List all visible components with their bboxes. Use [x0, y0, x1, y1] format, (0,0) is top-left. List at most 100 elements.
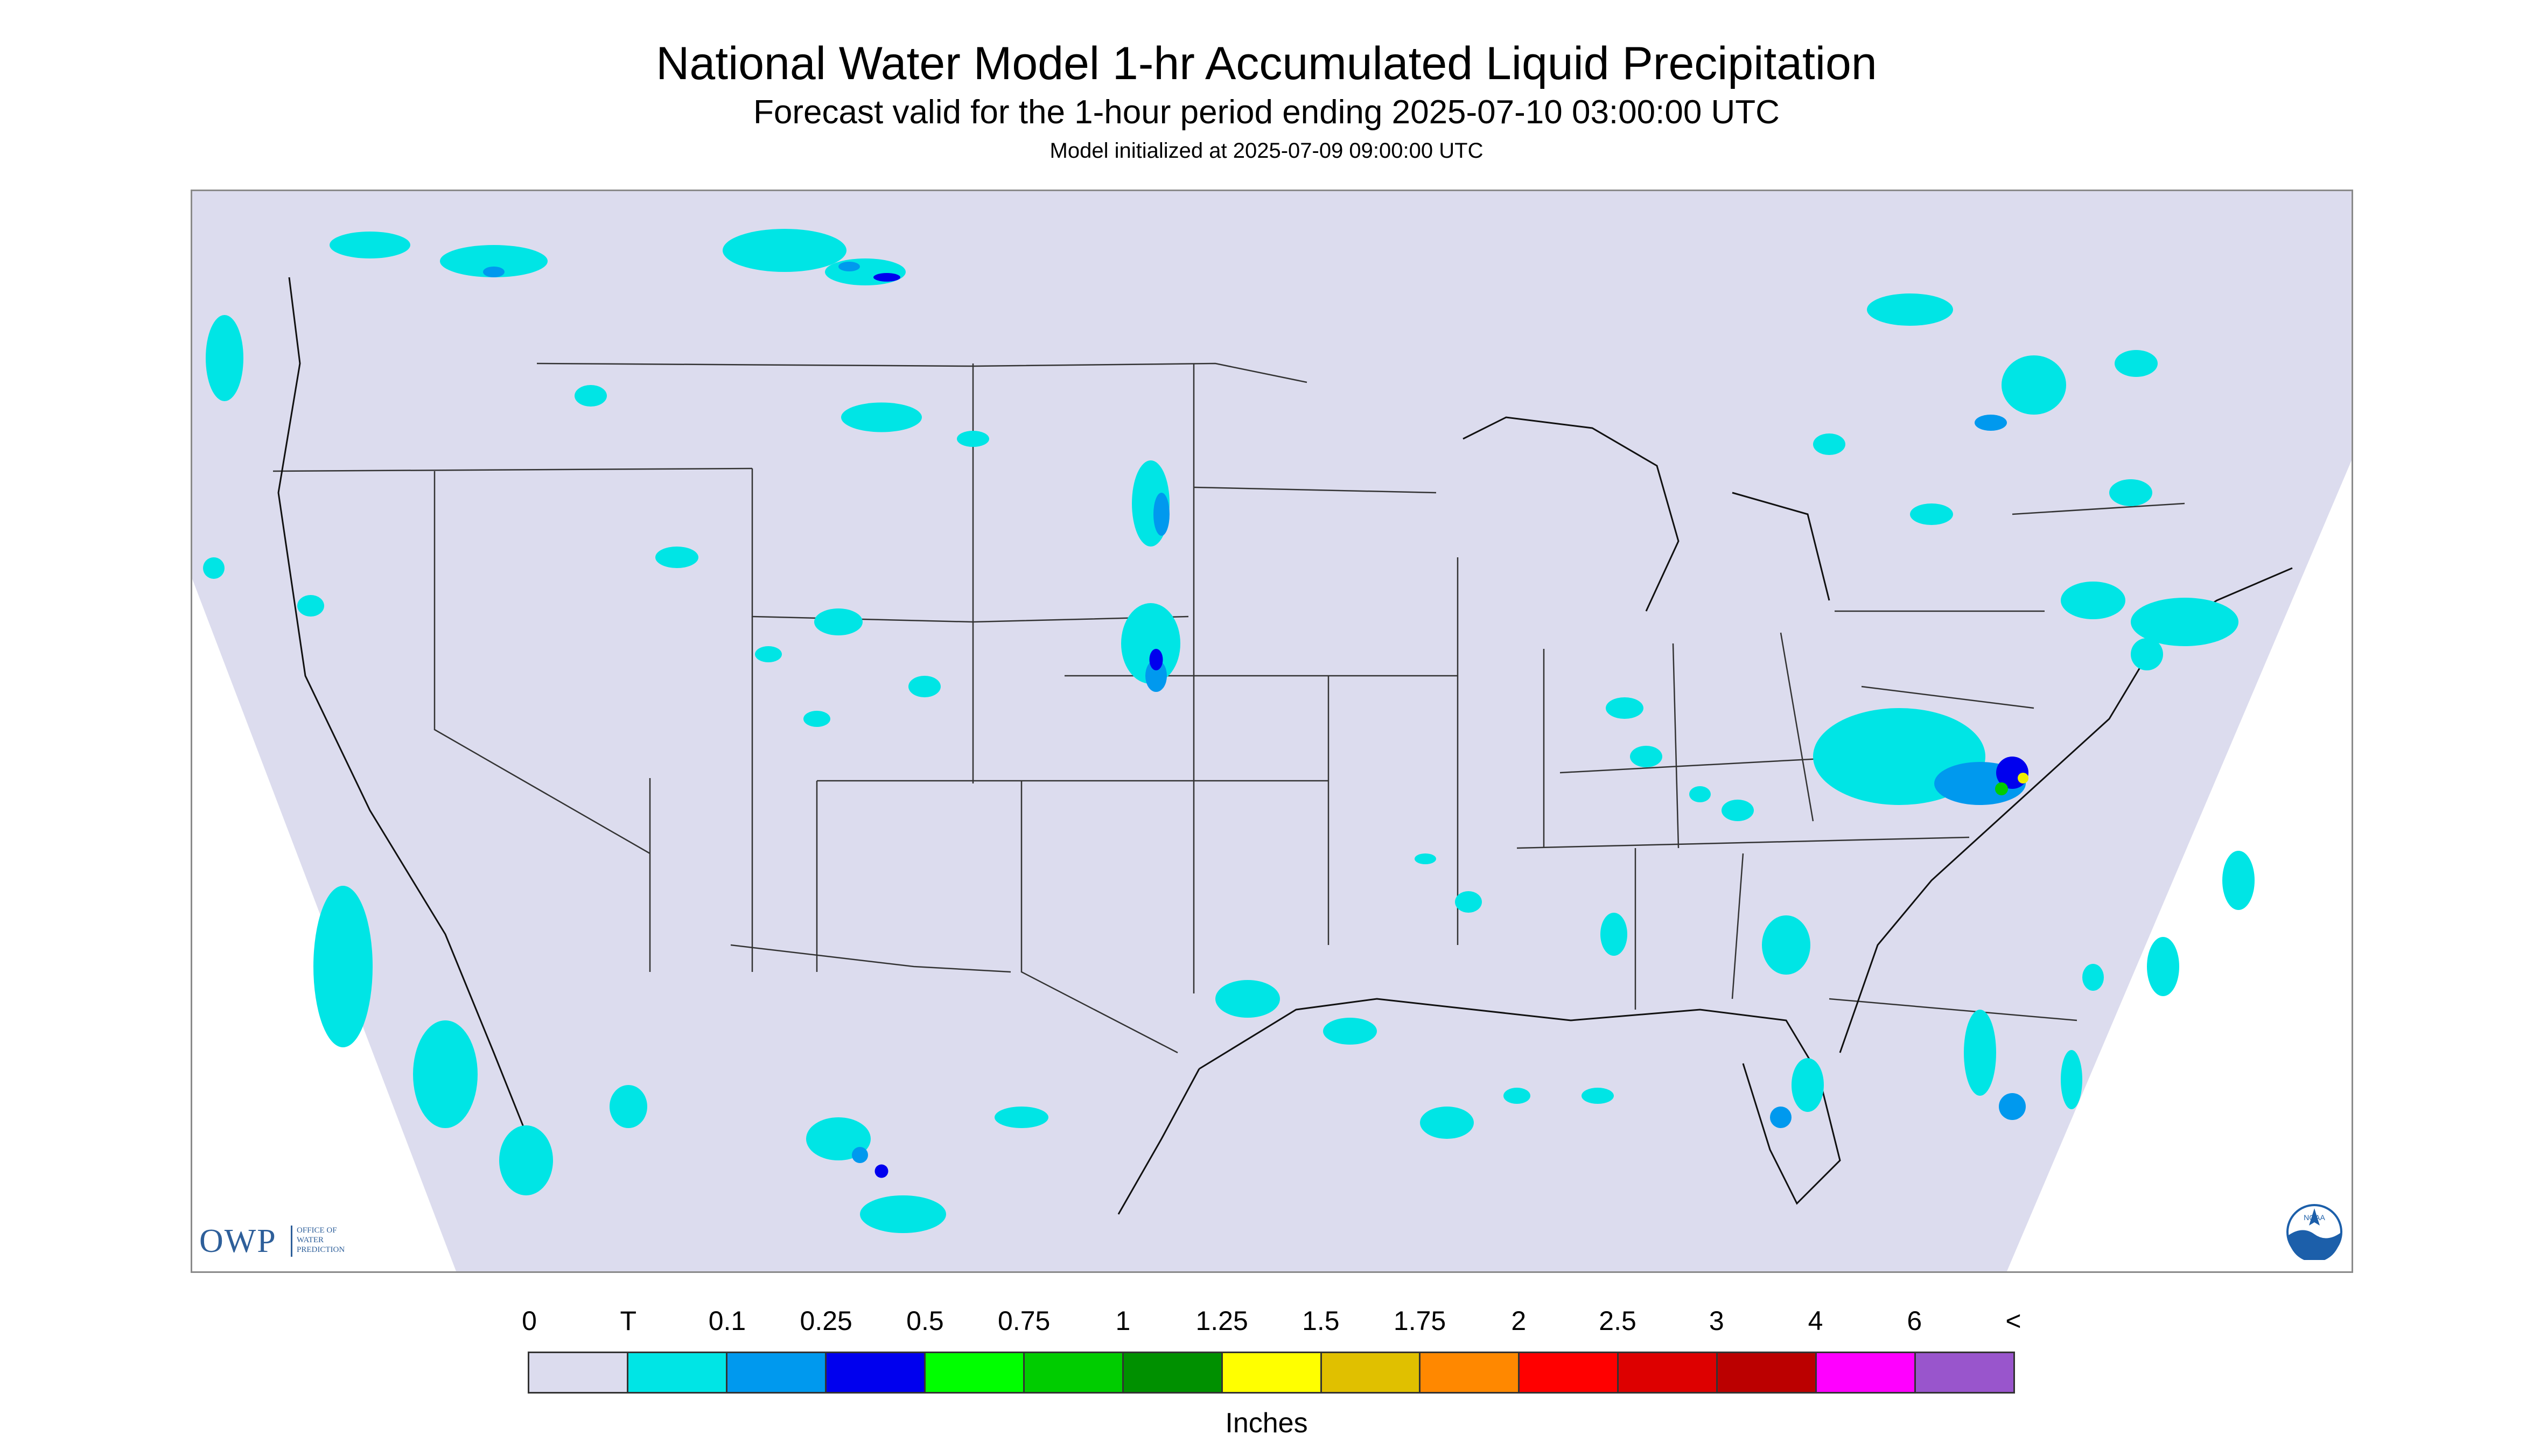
- precip-cell: [2002, 355, 2066, 415]
- legend-tick-label: 3: [1709, 1306, 1724, 1336]
- legend-swatch: [925, 1353, 1025, 1392]
- owp-line-2: WATER: [297, 1236, 324, 1244]
- precip-cell: [1145, 660, 1167, 692]
- owp-logo-subtext: OFFICE OF WATER PREDICTION: [291, 1226, 345, 1257]
- model-init-time: Model initialized at 2025-07-09 09:00:00…: [1049, 139, 1484, 163]
- legend-swatch: [529, 1353, 628, 1392]
- legend-swatch: [1619, 1353, 1718, 1392]
- precip-cell: [1323, 1018, 1377, 1045]
- legend-units: Inches: [1225, 1408, 1308, 1439]
- precip-cell: [1770, 1107, 1792, 1128]
- legend-tick-label: 0.25: [800, 1306, 852, 1336]
- precip-cell: [1722, 800, 1754, 821]
- precip-cell: [1420, 1107, 1474, 1139]
- precip-cell: [1964, 1010, 1996, 1096]
- precip-cell: [1121, 603, 1180, 684]
- precip-cell: [1813, 433, 1845, 455]
- precip-cell: [2082, 964, 2104, 991]
- legend-swatch: [826, 1353, 926, 1392]
- map-title: National Water Model 1-hr Accumulated Li…: [656, 38, 1877, 89]
- precip-cell: [2018, 773, 2028, 783]
- map-subtitle: Forecast valid for the 1-hour period end…: [753, 94, 1780, 131]
- precip-cell: [957, 431, 989, 447]
- owp-line-3: PREDICTION: [297, 1245, 345, 1254]
- precip-cell: [413, 1020, 478, 1128]
- legend-tick-label: 1.5: [1302, 1306, 1340, 1336]
- legend-swatch: [628, 1353, 727, 1392]
- legend-tick-label: 1.25: [1195, 1306, 1248, 1336]
- precip-cell: [2131, 638, 2163, 670]
- legend-tick-label: 4: [1808, 1306, 1823, 1336]
- precip-cell: [610, 1085, 647, 1128]
- precip-cell: [1995, 782, 2008, 795]
- precipitation-map: [191, 190, 2353, 1273]
- precip-cell: [1503, 1088, 1530, 1104]
- precip-cell: [1910, 503, 1953, 525]
- precip-cell: [908, 676, 941, 697]
- owp-logo-letters: OWP: [199, 1223, 277, 1259]
- precip-cell: [1999, 1093, 2026, 1120]
- precip-cell: [2061, 1050, 2082, 1109]
- precip-cell: [313, 886, 373, 1047]
- legend-tick-label: 0.1: [708, 1306, 746, 1336]
- noaa-logo-text: NOAA: [2304, 1213, 2325, 1222]
- precip-cell: [814, 608, 863, 635]
- legend-swatch: [1520, 1353, 1619, 1392]
- precip-cell: [655, 547, 698, 568]
- precip-cell: [860, 1195, 946, 1233]
- precip-cell: [1153, 493, 1170, 536]
- precip-cell: [575, 385, 607, 407]
- legend-tick-label: 6: [1907, 1306, 1922, 1336]
- precip-cell: [1630, 746, 1662, 767]
- precip-cell: [841, 402, 922, 432]
- precip-cell: [873, 273, 900, 282]
- legend-tick-label: 0.5: [906, 1306, 944, 1336]
- legend-swatch: [1321, 1353, 1421, 1392]
- owp-line-1: OFFICE OF: [297, 1226, 337, 1235]
- precip-cell: [2109, 479, 2152, 506]
- legend-swatch: [1421, 1353, 1520, 1392]
- precip-cell: [995, 1107, 1048, 1128]
- precip-cell: [1215, 980, 1280, 1018]
- legend-tick-label: 1.75: [1393, 1306, 1446, 1336]
- precip-cell: [1792, 1058, 1824, 1112]
- precip-cell: [874, 1164, 888, 1178]
- noaa-logo-icon: NOAA: [2286, 1204, 2342, 1260]
- precip-cell: [2131, 598, 2238, 646]
- precip-cell: [1582, 1088, 1614, 1104]
- legend-tick-label: 0.75: [997, 1306, 1051, 1336]
- precip-cell: [1689, 786, 1711, 802]
- legend-swatch: [1916, 1353, 2014, 1392]
- precip-cell: [330, 232, 410, 258]
- precip-cell: [1975, 415, 2007, 431]
- precip-cell: [483, 267, 505, 277]
- legend-swatch: [727, 1353, 827, 1392]
- precip-cell: [1867, 293, 1953, 326]
- precip-cell: [825, 258, 906, 285]
- legend-swatch: [1817, 1353, 1916, 1392]
- precip-cell: [852, 1147, 868, 1163]
- precip-cell: [803, 711, 830, 727]
- precip-cell: [838, 262, 860, 271]
- precip-cell: [499, 1125, 553, 1195]
- legend-tick-label: <: [2005, 1306, 2021, 1336]
- precip-cell: [1762, 915, 1810, 975]
- owp-logo: OWP OFFICE OF WATER PREDICTION: [199, 1222, 372, 1260]
- precip-cell: [206, 315, 243, 401]
- legend-swatch: [1123, 1353, 1223, 1392]
- precip-cell: [440, 245, 548, 277]
- legend-tick-label: 2.5: [1599, 1306, 1636, 1336]
- precip-cell: [1149, 649, 1163, 670]
- precip-cell: [1600, 913, 1627, 956]
- precip-cell: [2061, 582, 2125, 619]
- precip-cell: [2147, 937, 2179, 996]
- legend-tick-label: T: [620, 1306, 636, 1336]
- color-legend: [528, 1352, 2015, 1394]
- legend-swatch: [1024, 1353, 1124, 1392]
- precip-cell: [1415, 853, 1436, 864]
- legend-swatch: [1222, 1353, 1322, 1392]
- precipitation-areas: [203, 229, 2255, 1233]
- precip-cell: [1606, 697, 1643, 719]
- legend-tick-label: 1: [1115, 1306, 1131, 1336]
- precip-cell: [723, 229, 846, 272]
